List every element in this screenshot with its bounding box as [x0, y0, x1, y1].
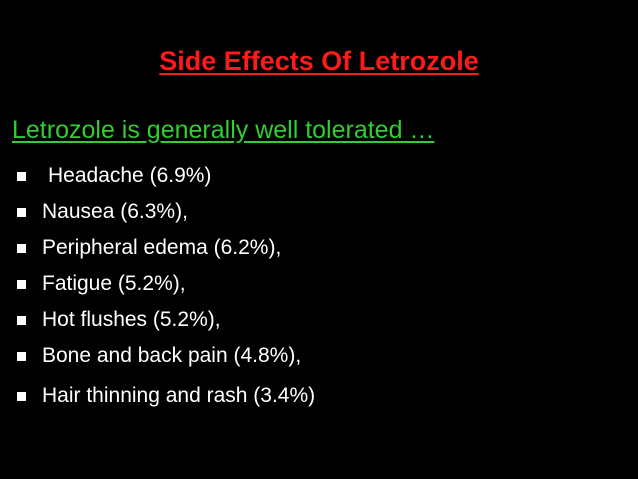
bullet-icon: [17, 352, 26, 361]
bullet-icon: [17, 316, 26, 325]
list-item-text: Fatigue (5.2%),: [42, 272, 186, 295]
list-item: Peripheral edema (6.2%),: [0, 232, 638, 268]
list-item-text: Peripheral edema (6.2%),: [42, 236, 282, 259]
list-item-text: Headache (6.9%): [48, 164, 212, 187]
bullet-icon: [17, 172, 26, 181]
list-item: Hair thinning and rash (3.4%): [0, 380, 638, 416]
bullet-list: Headache (6.9%) Nausea (6.3%), Peripheral …: [0, 160, 638, 416]
list-item-text: Hot flushes (5.2%),: [42, 308, 221, 331]
list-item-text: Bone and back pain (4.8%),: [42, 344, 302, 367]
list-item: Bone and back pain (4.8%),: [0, 340, 638, 376]
bullet-icon: [17, 392, 26, 401]
list-item: Headache (6.9%): [0, 160, 638, 196]
list-item-text: Nausea (6.3%),: [42, 200, 188, 223]
bullet-icon: [17, 208, 26, 217]
bullet-icon: [17, 280, 26, 289]
list-item: Nausea (6.3%),: [0, 196, 638, 232]
list-item: Hot flushes (5.2%),: [0, 304, 638, 340]
bullet-icon: [17, 244, 26, 253]
list-item: Fatigue (5.2%),: [0, 268, 638, 304]
list-item-text: Hair thinning and rash (3.4%): [42, 384, 316, 407]
slide-subtitle: Letrozole is generally well tolerated …: [12, 116, 435, 144]
slide-title: Side Effects Of Letrozole: [159, 46, 479, 76]
